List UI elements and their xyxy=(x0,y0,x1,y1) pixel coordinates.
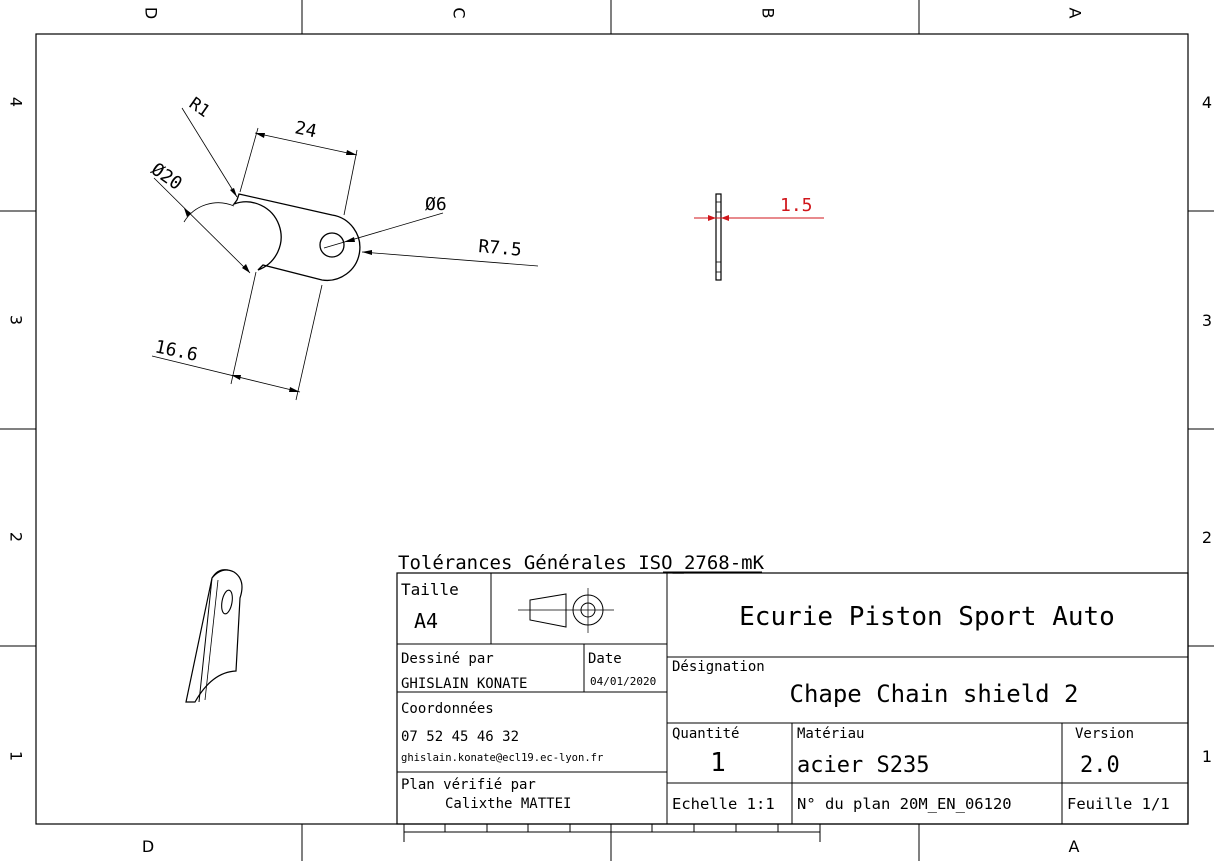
zone-number-left-3: 3 xyxy=(7,315,26,325)
quantite-label: Quantité xyxy=(672,726,739,742)
phone-number: 07 52 45 46 32 xyxy=(401,729,519,745)
verifie-value: Calixthe MATTEI xyxy=(445,796,571,812)
echelle-value: Echelle 1:1 xyxy=(672,795,775,813)
verifie-label: Plan vérifié par xyxy=(401,777,536,793)
taille-value: A4 xyxy=(414,609,438,633)
zone-number-right-4: 4 xyxy=(1202,93,1212,112)
hole-circle xyxy=(319,232,345,258)
dim-dia20: Ø20 xyxy=(147,159,186,195)
isometric-view xyxy=(185,569,243,703)
dim-dia6: Ø6 xyxy=(425,194,447,215)
zone-letter-bottom-a: A xyxy=(1069,837,1080,856)
zone-number-right-3: 3 xyxy=(1202,311,1212,330)
zone-letter-top-a: A xyxy=(1066,8,1085,19)
part-outline xyxy=(232,193,361,282)
zone-number-left-1: 1 xyxy=(7,751,26,761)
zone-number-left-2: 2 xyxy=(7,532,26,542)
date-label: Date xyxy=(588,651,622,667)
version-label: Version xyxy=(1075,726,1134,742)
dim-24: 24 xyxy=(293,117,319,142)
feuille-value: Feuille 1/1 xyxy=(1067,795,1170,813)
company-name: Ecurie Piston Sport Auto xyxy=(739,602,1115,632)
scale-bar xyxy=(403,824,821,842)
taille-label: Taille xyxy=(401,580,459,599)
title-block: Tolérances Générales ISO_2768-mK Taille … xyxy=(396,552,1189,842)
dim-thickness: 1.5 xyxy=(780,195,813,216)
zone-letter-bottom-d: D xyxy=(142,837,154,856)
designation-label: Désignation xyxy=(672,659,765,675)
date-value: 04/01/2020 xyxy=(590,675,656,688)
coordonnees-label: Coordonnées xyxy=(401,701,494,717)
dessine-label: Dessiné par xyxy=(401,651,494,667)
zone-number-right-2: 2 xyxy=(1202,528,1212,547)
tolerances-note: Tolérances Générales ISO_2768-mK xyxy=(398,552,765,574)
dessine-value: GHISLAIN KONATE xyxy=(401,676,527,692)
dim-r1: R1 xyxy=(185,94,213,122)
version-value: 2.0 xyxy=(1080,753,1120,778)
dim-r7-5: R7.5 xyxy=(478,236,523,261)
zone-number-left-4: 4 xyxy=(7,97,26,107)
zone-letter-top-c: C xyxy=(450,7,469,18)
zone-number-right-1: 1 xyxy=(1202,747,1212,766)
front-view: R1 24 Ø20 Ø6 R7.5 16.6 xyxy=(147,94,539,401)
side-view: 1.5 xyxy=(694,193,824,281)
quantite-value: 1 xyxy=(710,748,726,778)
designation-value: Chape Chain shield 2 xyxy=(790,680,1079,708)
plan-number: N° du plan 20M_EN_06120 xyxy=(797,795,1012,813)
zone-letter-top-d: D xyxy=(142,7,161,19)
zone-letter-top-b: B xyxy=(759,8,778,19)
projection-symbol-icon xyxy=(518,588,614,633)
dim-16-6: 16.6 xyxy=(153,336,200,366)
materiau-label: Matériau xyxy=(797,726,864,742)
email-address: ghislain.konate@ecl19.ec-lyon.fr xyxy=(401,752,603,764)
materiau-value: acier S235 xyxy=(797,753,929,778)
